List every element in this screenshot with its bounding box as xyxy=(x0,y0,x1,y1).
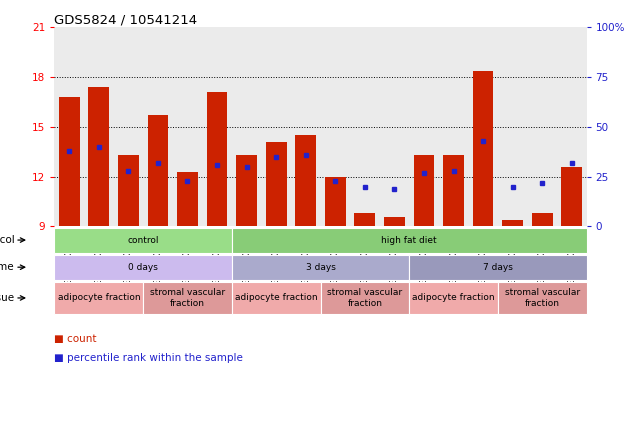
Bar xyxy=(296,135,316,226)
Bar xyxy=(443,155,464,226)
Bar xyxy=(143,27,172,226)
Bar xyxy=(320,282,409,314)
Text: GDS5824 / 10541214: GDS5824 / 10541214 xyxy=(54,14,197,26)
Text: 0 days: 0 days xyxy=(128,263,158,272)
Bar xyxy=(54,27,84,226)
Text: stromal vascular
fraction: stromal vascular fraction xyxy=(504,288,579,308)
Bar xyxy=(266,142,287,226)
Bar xyxy=(54,255,232,280)
Bar xyxy=(409,27,438,226)
Bar xyxy=(469,27,498,226)
Bar xyxy=(206,92,228,226)
Bar xyxy=(59,97,79,226)
Bar xyxy=(438,27,469,226)
Bar xyxy=(532,213,553,226)
Bar xyxy=(379,27,409,226)
Bar xyxy=(384,217,404,226)
Bar xyxy=(232,255,409,280)
Bar xyxy=(291,27,320,226)
Bar xyxy=(232,282,320,314)
Bar xyxy=(498,282,587,314)
Bar xyxy=(409,255,587,280)
Bar xyxy=(562,167,582,226)
Bar xyxy=(350,27,379,226)
Bar xyxy=(528,27,557,226)
Text: tissue: tissue xyxy=(0,293,15,303)
Bar xyxy=(54,228,232,253)
Bar xyxy=(409,282,498,314)
Bar xyxy=(237,155,257,226)
Text: 3 days: 3 days xyxy=(306,263,335,272)
Bar xyxy=(472,71,494,226)
Bar xyxy=(143,282,232,314)
Bar xyxy=(88,87,109,226)
Text: control: control xyxy=(128,236,159,244)
Bar xyxy=(262,27,291,226)
Bar xyxy=(325,177,345,226)
Text: adipocyte fraction: adipocyte fraction xyxy=(235,294,317,302)
Text: ■ percentile rank within the sample: ■ percentile rank within the sample xyxy=(54,353,244,363)
Bar xyxy=(498,27,528,226)
Text: adipocyte fraction: adipocyte fraction xyxy=(58,294,140,302)
Text: high fat diet: high fat diet xyxy=(381,236,437,244)
Bar xyxy=(320,27,350,226)
Bar xyxy=(147,115,169,226)
Bar xyxy=(232,228,587,253)
Text: protocol: protocol xyxy=(0,235,15,245)
Text: stromal vascular
fraction: stromal vascular fraction xyxy=(328,288,403,308)
Text: 7 days: 7 days xyxy=(483,263,513,272)
Bar xyxy=(354,213,375,226)
Bar xyxy=(503,220,523,226)
Bar xyxy=(172,27,203,226)
Text: stromal vascular
fraction: stromal vascular fraction xyxy=(150,288,225,308)
Bar xyxy=(84,27,113,226)
Text: time: time xyxy=(0,262,15,272)
Text: adipocyte fraction: adipocyte fraction xyxy=(412,294,495,302)
Bar xyxy=(177,172,198,226)
Bar xyxy=(413,155,435,226)
Text: ■ count: ■ count xyxy=(54,334,97,344)
Bar xyxy=(54,282,143,314)
Bar xyxy=(557,27,587,226)
Bar xyxy=(113,27,143,226)
Bar xyxy=(118,155,138,226)
Bar xyxy=(203,27,232,226)
Bar xyxy=(232,27,262,226)
